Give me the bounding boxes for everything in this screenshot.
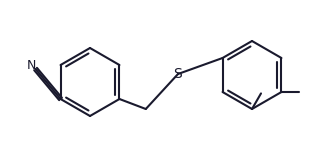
Text: N: N: [27, 59, 36, 72]
Text: S: S: [174, 67, 182, 81]
